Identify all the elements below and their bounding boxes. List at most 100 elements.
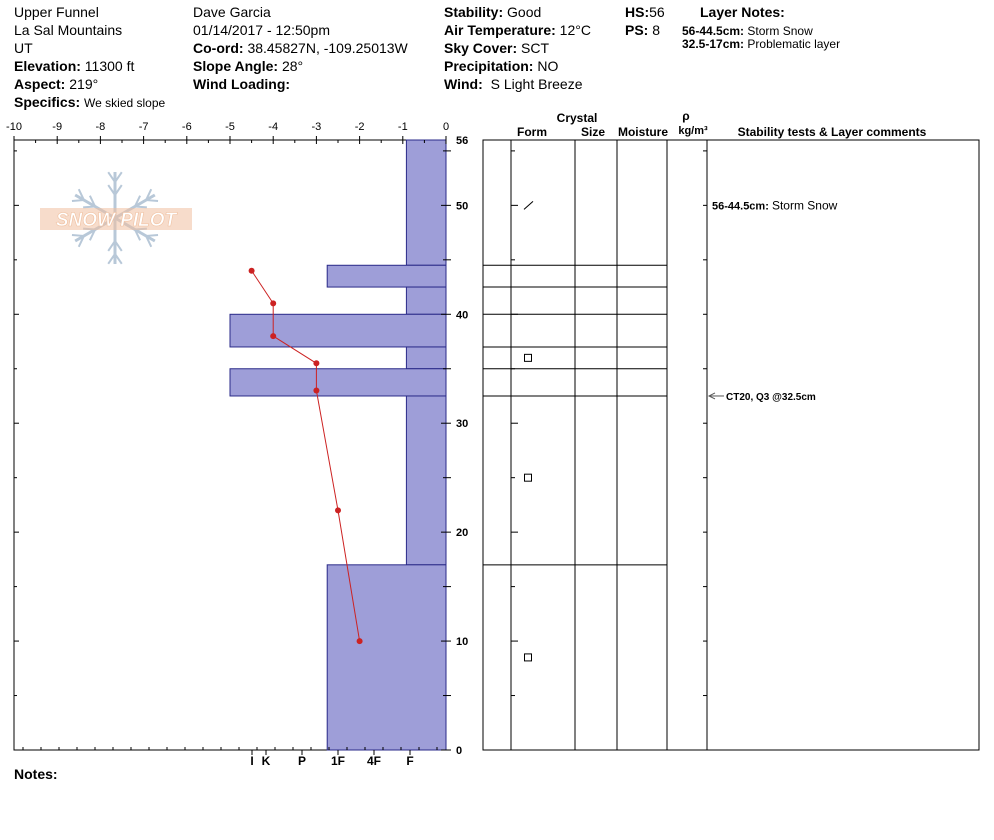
wind-label: Wind: xyxy=(444,76,483,92)
aspect-label: Aspect: xyxy=(14,76,66,92)
temp-tick-label: -8 xyxy=(96,121,106,133)
aspect-value: 219° xyxy=(69,76,99,92)
ps-value: 8 xyxy=(652,22,661,38)
snowflake-branch xyxy=(145,188,153,201)
slope-angle: Slope Angle: 28° xyxy=(193,58,303,74)
snowflake-branch xyxy=(107,240,116,252)
coord-value: 38.45827N, -109.25013W xyxy=(247,40,408,56)
notes: Notes: xyxy=(14,766,58,782)
layer-note-1: 56-44.5cm: Storm Snow xyxy=(682,24,813,38)
stability-test-arrow-head xyxy=(707,392,716,400)
stability-test-result: CT20, Q3 @32.5cm xyxy=(726,392,816,403)
depth-tick-label: 50 xyxy=(456,200,468,212)
wind-loading-label: Wind Loading: xyxy=(193,76,291,92)
temperature-point xyxy=(356,638,363,645)
sky-cover: Sky Cover: SCT xyxy=(444,40,549,56)
air-temp-label: Air Temperature: xyxy=(444,22,556,38)
snowflake-branch xyxy=(134,205,147,209)
snowflake-branch xyxy=(88,229,96,241)
crystal-form-square-icon xyxy=(524,473,532,482)
rho-header: ρ xyxy=(682,109,689,123)
snowflake-branch xyxy=(114,240,123,252)
snowflake-branch xyxy=(88,195,96,207)
moisture-header: Moisture xyxy=(618,125,668,139)
hardness-layer-bar xyxy=(405,346,447,370)
location-name: Upper Funnel xyxy=(14,4,99,20)
density-unit-header: kg/m³ xyxy=(678,125,708,137)
snowflake-branch xyxy=(83,205,96,209)
snowflake-branch xyxy=(114,184,123,196)
elevation-value: 11300 ft xyxy=(84,58,135,74)
precip-label: Precipitation: xyxy=(444,58,534,74)
ps-label: PS: xyxy=(625,22,649,38)
layer-comment-text: Storm Snow xyxy=(772,198,838,212)
depth-tick-label: 0 xyxy=(456,745,462,757)
logo-banner xyxy=(40,208,192,230)
temp-tick-label: -7 xyxy=(139,121,149,133)
sky-value: SCT xyxy=(521,40,550,56)
mountain-range: La Sal Mountains xyxy=(14,22,123,38)
snowflake-branch xyxy=(114,171,123,183)
crystal-form-square-icon xyxy=(524,653,532,662)
hardness-layer-bar xyxy=(326,564,447,751)
snowflake-branch xyxy=(114,253,123,265)
slope-label: Slope Angle: xyxy=(193,58,279,74)
depth-tick-label: 56 xyxy=(456,135,468,147)
wind-loading: Wind Loading: xyxy=(193,76,290,92)
temp-tick-label: 0 xyxy=(443,121,449,133)
sky-label: Sky Cover: xyxy=(444,40,518,56)
temp-tick-label: -4 xyxy=(268,121,278,133)
ps: PS: 8 xyxy=(625,22,660,38)
stability-value: Good xyxy=(507,4,542,20)
precip-value: NO xyxy=(537,58,559,74)
temp-tick-label: -10 xyxy=(6,121,22,133)
layer-note-1-text: Storm Snow xyxy=(747,24,813,38)
precipitation: Precipitation: NO xyxy=(444,58,558,74)
snowflake-branch xyxy=(107,184,116,196)
snowflake-branch xyxy=(107,253,116,265)
state: UT xyxy=(14,40,33,56)
crystal-form-square-icon xyxy=(524,353,532,362)
hardness-layer-bar xyxy=(405,286,447,315)
specifics-label: Specifics: xyxy=(14,94,81,110)
temp-tick-label: -3 xyxy=(312,121,322,133)
temperature-point xyxy=(313,360,320,367)
layer-table-frame xyxy=(482,139,980,751)
wind: Wind: S Light Breeze xyxy=(444,76,582,92)
snowpilot-logo: SNOW PILOT xyxy=(40,171,192,265)
logo-text: SNOW PILOT xyxy=(56,210,178,231)
air-temp-value: 12°C xyxy=(559,22,591,38)
temperature-point xyxy=(248,267,255,274)
crystal-header: Crystal xyxy=(557,111,598,125)
temperature-point xyxy=(313,387,320,394)
depth-tick-label: 20 xyxy=(456,527,468,539)
snowflake-branch xyxy=(71,234,85,237)
hs-label: HS: xyxy=(625,4,650,20)
depth-tick-label: 30 xyxy=(456,418,468,430)
hardness-tick-label: K xyxy=(262,754,271,768)
snowflake-branch xyxy=(134,229,142,241)
snowflake-branch xyxy=(107,171,116,183)
hardness-layer-bar xyxy=(229,313,447,348)
notes-label: Notes: xyxy=(14,766,58,782)
stability-label: Stability: xyxy=(444,4,504,20)
snowflake-branch xyxy=(71,199,85,202)
snowflake-branch xyxy=(134,195,142,207)
temp-tick-label: -1 xyxy=(398,121,408,133)
hardness-layer-bar xyxy=(229,368,447,397)
temperature-point xyxy=(270,333,277,340)
elevation-label: Elevation: xyxy=(14,58,81,74)
snowflake-branch xyxy=(145,235,153,248)
temperature-point xyxy=(270,300,277,307)
temp-tick-label: -5 xyxy=(225,121,235,133)
hs: HS:56 xyxy=(625,4,665,20)
wind-value: S Light Breeze xyxy=(490,76,583,92)
depth-tick-label: 10 xyxy=(456,636,468,648)
snowflake-branch xyxy=(145,199,159,202)
elevation: Elevation: 11300 ft xyxy=(14,58,134,74)
snowflake-branch xyxy=(77,188,85,201)
hs-value: 56 xyxy=(649,4,665,20)
layer-comment: 56-44.5cm: Storm Snow xyxy=(712,198,838,212)
hardness-tick-label: F xyxy=(406,754,413,768)
crystal-form-precip-icon xyxy=(523,200,534,210)
